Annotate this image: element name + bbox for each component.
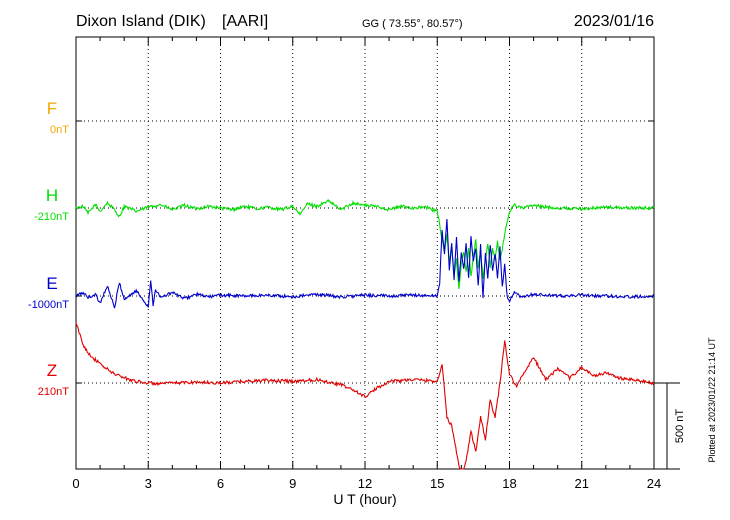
channel-baseline-h: -210nT	[34, 211, 69, 223]
channel-labels: F 0nT H -210nT E -1000nT Z 210nT	[28, 99, 69, 398]
x-axis-title: U T (hour)	[333, 491, 396, 507]
channel-baseline-f: 0nT	[50, 124, 69, 136]
station-name: Dixon Island (DIK)	[76, 13, 206, 30]
series-line-e	[75, 218, 655, 309]
chart-date: 2023/01/16	[574, 13, 654, 30]
plotted-timestamp: Plotted at 2023/01/22 21:14 UT	[707, 337, 717, 463]
scale-bar: 500 nT	[654, 382, 686, 470]
x-tick-label-21: 21	[575, 476, 589, 491]
x-axis-ticks: 0 3 6 9 12 15 18 21 24	[72, 37, 661, 491]
series-line-z	[75, 322, 655, 470]
station-coordinates: GG ( 73.55°, 80.57°)	[362, 18, 463, 30]
channel-name-h: H	[46, 186, 58, 205]
x-tick-label-15: 15	[430, 476, 444, 491]
x-tick-label-18: 18	[502, 476, 516, 491]
chart-grid	[76, 37, 654, 469]
x-tick-label-0: 0	[72, 476, 79, 491]
channel-name-e: E	[46, 274, 57, 293]
x-tick-label-9: 9	[289, 476, 296, 491]
channel-name-z: Z	[47, 361, 57, 380]
x-tick-label-24: 24	[647, 476, 661, 491]
x-tick-label-6: 6	[217, 476, 224, 491]
channel-baseline-z: 210nT	[38, 386, 69, 398]
chart-series	[75, 198, 655, 470]
channel-baseline-e: -1000nT	[28, 299, 69, 311]
institute-name: [AARI]	[222, 13, 268, 30]
channel-name-f: F	[47, 99, 57, 118]
series-line-h	[75, 198, 655, 290]
x-tick-label-12: 12	[358, 476, 372, 491]
x-tick-label-3: 3	[145, 476, 152, 491]
scale-bar-label: 500 nT	[674, 409, 686, 444]
